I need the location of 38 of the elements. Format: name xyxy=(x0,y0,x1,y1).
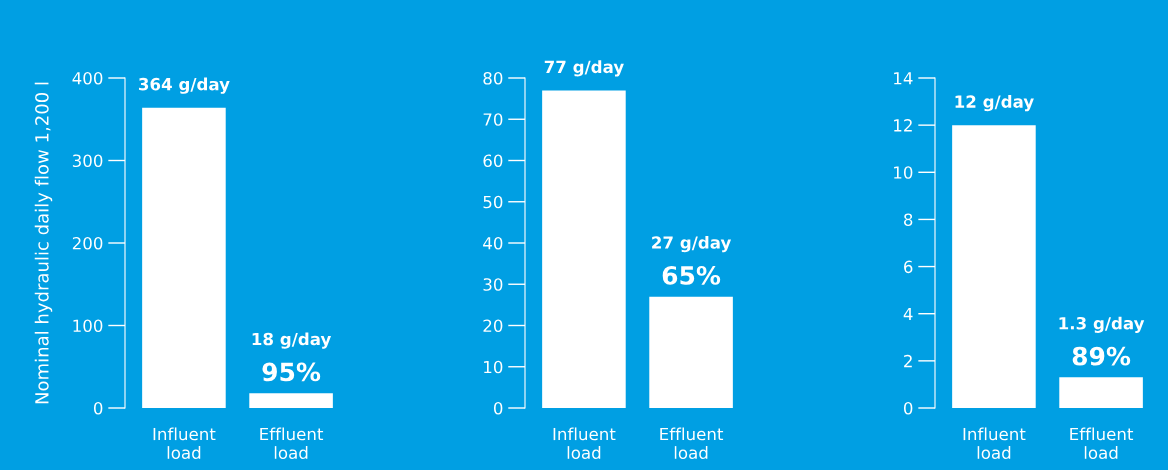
y-tick-label: 200 xyxy=(72,236,103,250)
y-tick-label: 4 xyxy=(903,307,913,321)
x-tick-label: Effluent load xyxy=(260,427,324,460)
y-tick-label: 20 xyxy=(483,319,503,333)
y-tick-label: 70 xyxy=(483,113,503,126)
y-tick-label: 400 xyxy=(72,71,103,85)
y-tick-label: 0 xyxy=(903,401,913,415)
y-tick-label: 10 xyxy=(894,166,913,179)
annotation: 89% xyxy=(1072,346,1131,366)
y-tick-label: 0 xyxy=(93,401,103,415)
y-tick-label: 30 xyxy=(483,278,503,291)
y-tick-label: 2 xyxy=(904,354,912,368)
x-tick-label: Influent load xyxy=(963,427,1026,460)
y-tick-label: 10 xyxy=(484,360,503,374)
data-label: 1.3 g/day xyxy=(1059,316,1145,333)
data-label: 18 g/day xyxy=(252,332,332,349)
x-tick-label: Influent load xyxy=(553,427,616,460)
y-tick-label: 6 xyxy=(904,260,913,274)
y-tick-label: 14 xyxy=(894,72,913,85)
y-tick-label: 40 xyxy=(483,236,503,250)
data-label: 27 g/day xyxy=(652,235,732,253)
y-tick-label: 60 xyxy=(483,154,503,168)
data-label: 12 g/day xyxy=(955,94,1034,112)
y-tick-label: 8 xyxy=(904,213,913,226)
y-tick-label: 0 xyxy=(493,401,503,415)
x-tick-label: Influent load xyxy=(153,427,216,460)
y-tick-label: 12 xyxy=(894,119,912,132)
annotation: 95% xyxy=(262,362,321,382)
y-tick-label: 50 xyxy=(483,195,503,209)
y-tick-label: 300 xyxy=(72,154,103,168)
x-tick-label: Effluent load xyxy=(660,427,724,460)
annotation: 65% xyxy=(662,265,721,285)
y-tick-label: 100 xyxy=(73,319,103,333)
data-label: 77 g/day xyxy=(544,60,624,77)
y-axis-title: Nominal hydraulic daily flow 1,200 l xyxy=(34,82,53,404)
data-label: 364 g/day xyxy=(138,77,230,94)
x-tick-label: Effluent load xyxy=(1070,427,1134,460)
y-tick-label: 80 xyxy=(483,71,503,85)
